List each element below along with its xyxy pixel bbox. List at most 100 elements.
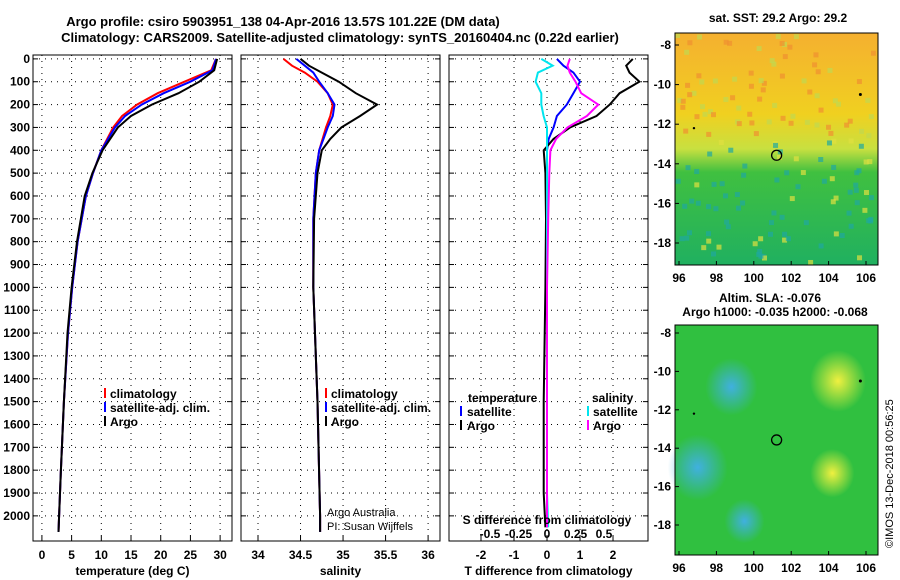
map-anomaly-blob [724,499,765,544]
map-top-title: sat. SST: 29.2 Argo: 29.2 [709,11,848,25]
panel-temperature: 0 5 10 15 20 25 300100200300400500600700800900… [3,52,233,578]
y-tick-label: 1300 [3,349,30,363]
map-cell [788,120,794,126]
island-marker [858,93,862,96]
map-cell [865,97,871,103]
x2-tick-label: 0 [544,527,551,541]
map-cell [734,192,740,198]
map-cell [868,114,874,120]
map-cell [857,255,863,261]
map-cell [723,39,729,45]
x-tick-label: 36 [421,548,435,562]
map-anomaly-blob [705,358,758,416]
map-cell [718,139,724,145]
annotation-line: PI: Susan Wijffels [327,521,413,533]
map-y-tick-label: -12 [654,403,672,417]
map-cell [782,231,788,237]
y-tick-label: 1600 [3,417,30,431]
x-tick-label: -2 [476,548,487,562]
series-line-satellite-adj-clim- [57,58,217,532]
map-cell [836,101,842,107]
map-cell [847,118,853,124]
y-tick-label: 900 [10,258,30,272]
map-cell [828,130,834,136]
map-cell [780,115,786,121]
map-cell [774,177,780,183]
x-tick-label: 2 [610,548,617,562]
map-cell [767,231,773,237]
map-cell [866,133,872,139]
series-line-climatology [57,58,217,532]
map-cell [831,164,837,170]
y-tick-label: 100 [10,75,30,89]
series-line-argo [57,58,219,532]
y-tick-label: 800 [10,235,30,249]
map-cell [760,87,766,93]
map-cell [814,93,820,99]
x-axis-label: salinity [320,564,362,578]
map-cell [702,111,708,117]
map-cell [769,58,775,64]
map-cell [707,109,713,115]
map-cell [813,52,819,58]
map-cell [683,128,689,134]
map-cell [868,216,874,222]
legend-title-temperature: temperature [468,391,538,405]
map-x-tick-label: 96 [672,561,686,575]
y-tick-label: 700 [10,212,30,226]
x-tick-label: 34 [251,548,265,562]
profile-location-marker [770,434,783,446]
map-cell [856,168,862,174]
map-cell [821,178,827,184]
plot-frame [32,54,233,542]
map-cell [826,140,832,146]
map-y-tick-label: -12 [654,117,672,131]
map-cell [700,104,706,110]
map-cell [710,112,716,118]
map-cell [748,83,754,89]
map-cell [827,67,833,73]
map-cell [696,73,702,79]
map-cell [826,124,832,130]
map-x-tick-label: 106 [856,271,876,285]
map-cell [761,80,767,86]
map-cell [787,44,793,50]
map-anomaly-blob [667,434,728,501]
map-cell [862,207,868,213]
map-x-tick-label: 98 [710,561,724,575]
map-cell [707,151,713,157]
legend-label: climatology [331,387,398,401]
map-cell [790,113,796,119]
map-cell [832,98,838,104]
map-cell [706,231,712,237]
map-cell [694,182,700,188]
plot-frame [240,54,441,542]
map-cell [713,206,719,212]
legend-label: satellite [593,405,638,419]
map-cell [706,131,712,137]
map-y-tick-label: -16 [654,196,672,210]
map-cell [677,97,683,103]
map-cell [725,224,731,230]
y-tick-label: 1500 [3,395,30,409]
map-cell [757,248,763,254]
x-tick-label: 15 [124,548,138,562]
map-cell [848,138,854,144]
map-y-tick-label: -10 [654,78,672,92]
map-cell [697,34,703,40]
map-cell [800,170,806,176]
map-cell [758,253,764,259]
x2-tick-label: 0.5 [596,527,613,541]
map-cell [753,131,759,137]
map-cell [833,195,839,201]
map-anomaly-blob [809,350,866,412]
x-axis-label: T difference from climatology [464,564,632,578]
map-cell [808,259,814,265]
y-tick-label: 1100 [4,303,30,317]
map-x-tick-label: 102 [781,561,801,575]
map-cell [694,114,700,120]
map-cell [685,82,691,88]
map-cell [846,210,852,216]
x2-axis-label: S difference from climatology [463,513,632,527]
